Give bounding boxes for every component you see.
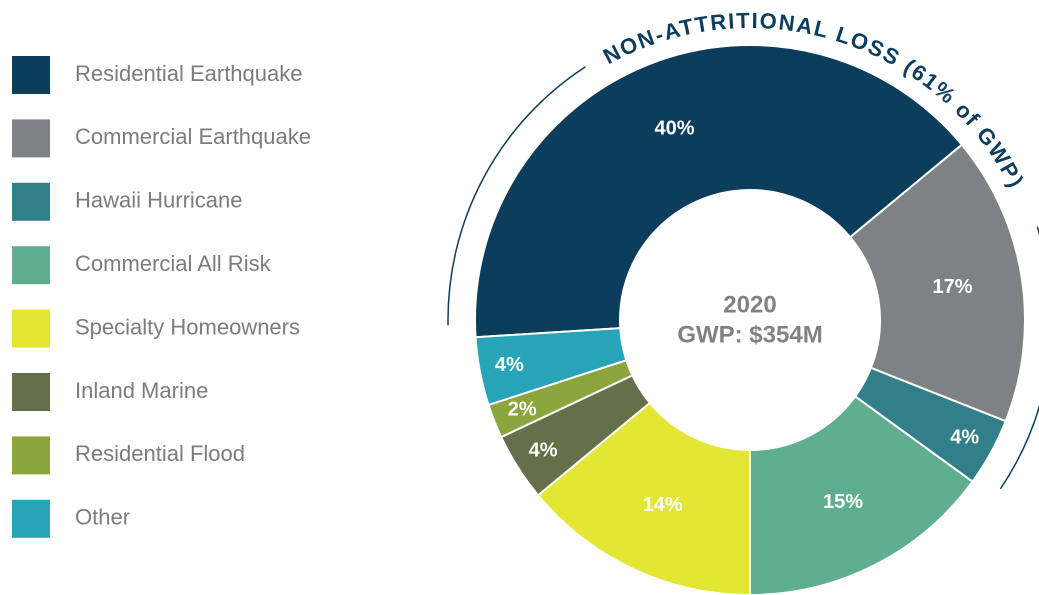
legend-swatch: [12, 309, 50, 348]
legend-swatch: [12, 119, 50, 158]
legend-label: Commercial All Risk: [75, 251, 272, 276]
center-title: 2020: [723, 291, 776, 318]
slice-label: 17%: [932, 276, 972, 298]
center-subtitle: GWP: $354M: [677, 321, 822, 348]
legend-label: Inland Marine: [75, 378, 208, 403]
legend-swatch: [12, 182, 50, 221]
legend-label: Residential Flood: [75, 441, 245, 466]
slice-label: 2%: [508, 398, 537, 420]
legend-label: Other: [75, 505, 130, 530]
donut-slice: [536, 401, 751, 595]
slice-label: 40%: [655, 118, 695, 140]
legend-label: Hawaii Hurricane: [75, 188, 243, 213]
legend-swatch: [12, 436, 50, 475]
annotation-bracket: [447, 66, 586, 326]
legend-swatch: [12, 56, 50, 94]
legend-swatch: [12, 246, 50, 285]
slice-label: 4%: [529, 440, 558, 462]
legend-swatch: [12, 373, 50, 411]
donut-slice: [474, 44, 964, 339]
donut-slice: [848, 143, 1026, 423]
slice-label: 4%: [950, 426, 979, 448]
legend-label: Commercial Earthquake: [75, 124, 311, 149]
donut-slice: [474, 327, 628, 407]
annotation-bracket: [999, 226, 1039, 490]
legend-label: Residential Earthquake: [75, 61, 302, 86]
slice-label: 14%: [643, 494, 683, 516]
legend-label: Specialty Homeowners: [75, 314, 300, 339]
slice-label: 15%: [823, 491, 863, 513]
legend-swatch: [12, 499, 50, 538]
slice-label: 4%: [495, 354, 524, 376]
